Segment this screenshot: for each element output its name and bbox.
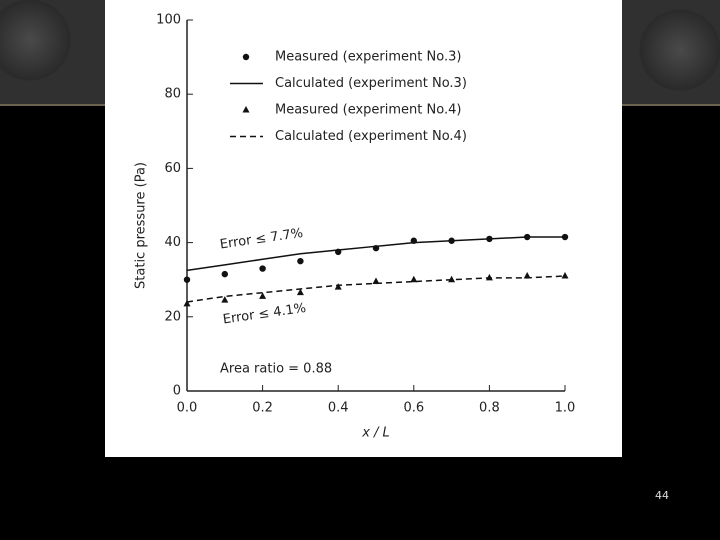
legend-label: Calculated (experiment No.3): [275, 76, 467, 91]
x-axis-label: x / L: [361, 426, 390, 441]
chart: 0 20 40 60 80 100 0.0 0.2 0.4 0.6 0.8 1.0 x / L Stati…: [105, 0, 622, 457]
y-tick-label: 20: [164, 309, 181, 324]
data-point: [259, 265, 266, 272]
data-point: [561, 271, 569, 279]
y-tick-label: 80: [164, 87, 181, 102]
y-tick-label: 40: [164, 235, 181, 250]
legend-label: Calculated (experiment No.4): [275, 129, 467, 144]
x-tick-label: 0.4: [328, 401, 349, 416]
y-tick-label: 60: [164, 161, 181, 176]
series-line: [186, 236, 565, 272]
x-tick-label: 0.6: [403, 401, 424, 416]
x-tick-label: 1.0: [555, 401, 576, 416]
chart-background: [105, 0, 622, 457]
data-point: [297, 257, 304, 265]
data-point: [296, 288, 304, 296]
legend-label: Measured (experiment No.4): [275, 103, 461, 118]
data-point: [334, 283, 342, 290]
legend-label: Measured (experiment No.3): [275, 50, 461, 65]
data-point: [221, 296, 229, 303]
data-point: [372, 277, 380, 285]
x-tick-label: 0.8: [479, 401, 500, 416]
series-line: [186, 275, 566, 303]
data-point: [183, 276, 191, 283]
data-point: [523, 271, 531, 279]
x-tick-label: 0.0: [177, 401, 198, 416]
y-tick-label: 100: [156, 13, 181, 28]
legend-symbol: [242, 53, 250, 61]
data-point: [410, 275, 418, 283]
data-point: [183, 299, 191, 307]
data-point: [221, 270, 228, 278]
annotation: Area ratio = 0.88: [220, 362, 332, 377]
page-number: 44: [655, 489, 669, 502]
x-tick-label: 0.2: [252, 401, 273, 416]
data-point: [259, 292, 267, 299]
legend-symbol: [242, 106, 250, 113]
y-tick-label: 0: [173, 384, 181, 399]
y-axis-label: Static pressure (Pa): [134, 162, 149, 289]
